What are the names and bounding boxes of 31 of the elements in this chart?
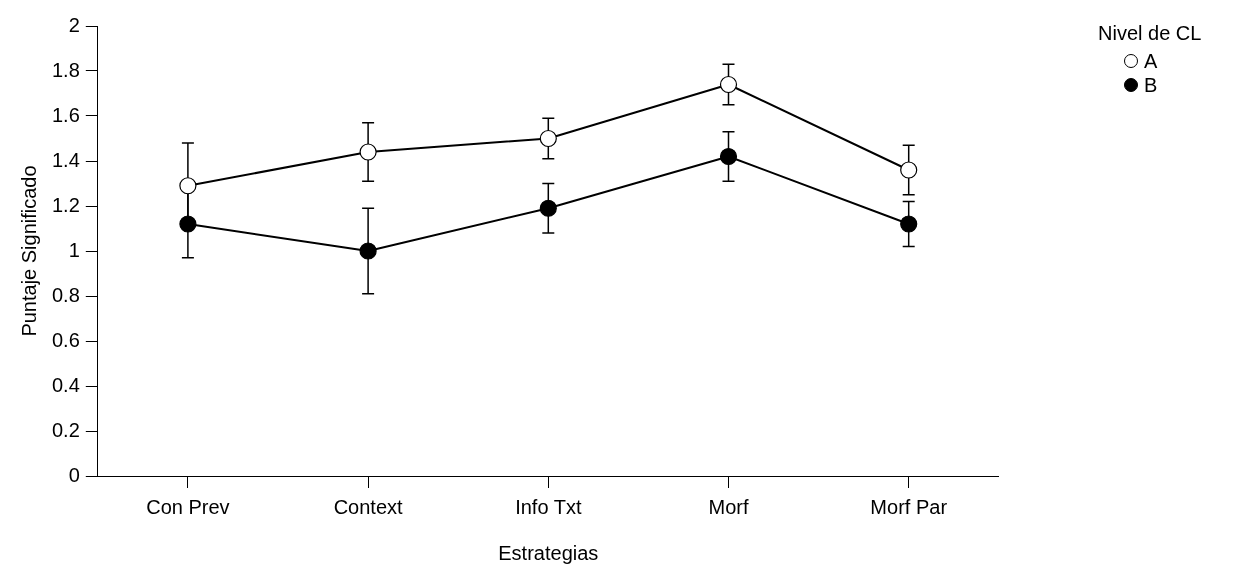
x-tick-label: Morf: [708, 495, 749, 518]
x-axis-title: Estrategias: [498, 541, 599, 564]
legend-title: Nivel de CL: [1098, 22, 1202, 45]
x-tick-label: Morf Par: [870, 495, 948, 518]
y-tick-label: 0: [68, 463, 80, 486]
y-tick-label: 0.6: [51, 328, 80, 351]
point: [719, 147, 738, 166]
y-tick-label: 2: [68, 13, 80, 36]
y-tick-label: 1: [68, 238, 80, 261]
y-tick-label: 1.4: [51, 148, 80, 171]
legend-label: B: [1144, 73, 1158, 97]
y-tick-label: 0.2: [51, 418, 80, 441]
y-axis-title: Puntaje Significado: [17, 165, 40, 337]
point: [539, 199, 557, 217]
y-tick-label: 1.6: [51, 103, 80, 126]
point: [900, 215, 918, 233]
y-tick-label: 1.2: [51, 193, 80, 216]
y-tick-label: 0.8: [51, 283, 80, 306]
point: [179, 215, 197, 233]
point: [359, 143, 377, 161]
x-tick-label: Con Prev: [146, 495, 230, 518]
legend-label: A: [1144, 49, 1158, 73]
point: [179, 177, 197, 195]
point: [359, 242, 377, 260]
y-tick-label: 0.4: [51, 373, 80, 396]
point: [719, 75, 738, 94]
y-tick-label: 1.8: [51, 58, 80, 81]
x-tick-label: Context: [333, 495, 403, 518]
point: [539, 129, 557, 148]
x-tick-label: Info Txt: [515, 495, 582, 518]
point: [900, 161, 918, 179]
